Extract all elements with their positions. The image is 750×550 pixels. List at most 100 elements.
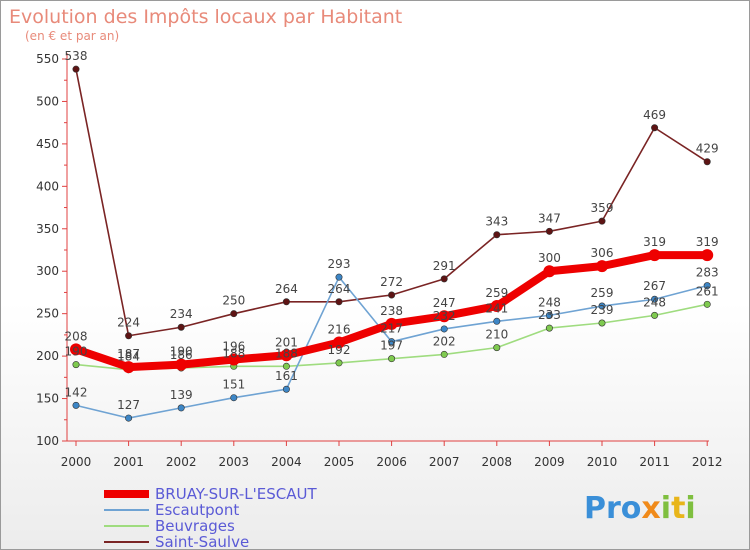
data-point [598,319,606,327]
data-point [438,310,451,323]
data-label: 190 [65,345,88,359]
data-label: 142 [65,385,88,399]
data-label: 238 [380,304,403,318]
data-label: 239 [591,303,614,317]
y-tick-label: 400 [36,179,59,193]
data-label: 264 [275,282,298,296]
data-point [335,298,343,306]
data-point [388,355,396,363]
series-saint-saulve [72,65,711,340]
logo-t: t [671,491,685,526]
data-label: 196 [222,340,245,354]
logo-pro: Pro [584,491,641,526]
legend: BRUAY-SUR-L'ESCAUTEscautpontBeuvragesSai… [104,485,318,549]
x-tick-label: 2009 [534,455,565,469]
data-label: 210 [485,328,508,342]
data-label: 208 [65,329,88,343]
data-label: 319 [643,235,666,249]
legend-label: Saint-Saulve [155,533,249,549]
legend-item-escautpont: Escautpont [104,501,239,519]
y-tick-label: 100 [36,434,59,448]
data-label: 224 [117,316,140,330]
svg-text:Proxiti: Proxiti [584,491,696,526]
x-tick-label: 2010 [587,455,618,469]
x-tick-label: 2000 [61,455,92,469]
logo-x: x [641,491,660,526]
data-label: 202 [433,334,456,348]
data-point [493,344,501,352]
data-label: 188 [275,346,298,360]
data-label: 184 [117,350,140,364]
labels-bruay-sur-l-escaut: 208 187 190 196 201 216 238 247 259 300 306 319 319 [65,235,719,361]
chart-title: Evolution des Impôts locaux par Habitant [9,6,402,28]
data-point [388,338,396,346]
data-label: 259 [591,286,614,300]
y-tick-label: 550 [36,52,59,66]
data-label: 300 [538,251,561,265]
data-point [125,414,133,422]
data-point [545,227,553,235]
data-label: 241 [485,301,508,315]
data-label: 538 [65,49,88,63]
data-label: 359 [591,201,614,215]
legend-label: BRUAY-SUR-L'ESCAUT [155,485,318,503]
legend-label: Beuvrages [155,517,235,535]
legend-item-bruay-sur-l-escaut: BRUAY-SUR-L'ESCAUT [104,485,318,503]
data-label: 343 [485,215,508,229]
data-label: 234 [170,307,193,321]
data-point [230,394,238,402]
data-label: 247 [433,296,456,310]
data-point [175,358,188,371]
data-point [701,249,714,262]
data-label: 188 [222,346,245,360]
data-label: 283 [696,266,719,280]
legend-item-beuvrages: Beuvrages [104,517,235,535]
logo-i2: i [685,491,695,526]
y-tick-label: 300 [36,264,59,278]
data-point [440,275,448,283]
y-tick-label: 350 [36,222,59,236]
data-label: 347 [538,211,561,225]
data-label: 197 [380,339,403,353]
y-tick-label: 500 [36,94,59,108]
labels-escautpont: 142 127 139 151 161 293 217 232 241 248 259 267 283 [65,257,719,412]
data-point [385,317,398,330]
data-point [72,65,80,73]
data-point [70,343,82,356]
data-label: 201 [275,335,298,349]
data-label: 139 [170,388,193,402]
axes: 100 150 200 250 300 350 400 450 500 550 2000 2001 20… [36,52,722,469]
data-label: 261 [696,284,719,298]
data-label: 127 [117,398,140,412]
data-label: 161 [275,369,298,383]
data-label: 259 [485,286,508,300]
x-tick-label: 2006 [376,455,407,469]
data-label: 233 [538,308,561,322]
data-label: 469 [643,108,666,122]
data-point [651,295,659,303]
x-tick-label: 2002 [166,455,197,469]
data-point [598,302,606,310]
data-point [282,385,290,393]
data-label: 192 [328,343,351,357]
legend-label: Escautpont [155,501,239,519]
labels-beuvrages: 190 184 186 188 188 192 197 202 210 233 239 248 261 [65,284,719,363]
x-tick-label: 2001 [113,455,144,469]
data-point [230,310,238,318]
data-point [651,311,659,319]
data-point [72,401,80,409]
data-label: 267 [643,279,666,293]
series-layer: 538 224 234 250 264 264 272 291 343 347 359 469 429 1… [65,49,719,422]
y-tick-label: 450 [36,137,59,151]
data-point [703,282,711,290]
data-label: 190 [170,345,193,359]
data-point [545,311,553,319]
data-point [72,361,80,369]
data-point [388,291,396,299]
data-point [280,349,293,362]
data-point [651,124,659,132]
data-point [227,353,240,366]
series-bruay-sur-l-escaut [70,249,714,374]
data-label: 272 [380,275,403,289]
y-tick-label: 200 [36,349,59,363]
